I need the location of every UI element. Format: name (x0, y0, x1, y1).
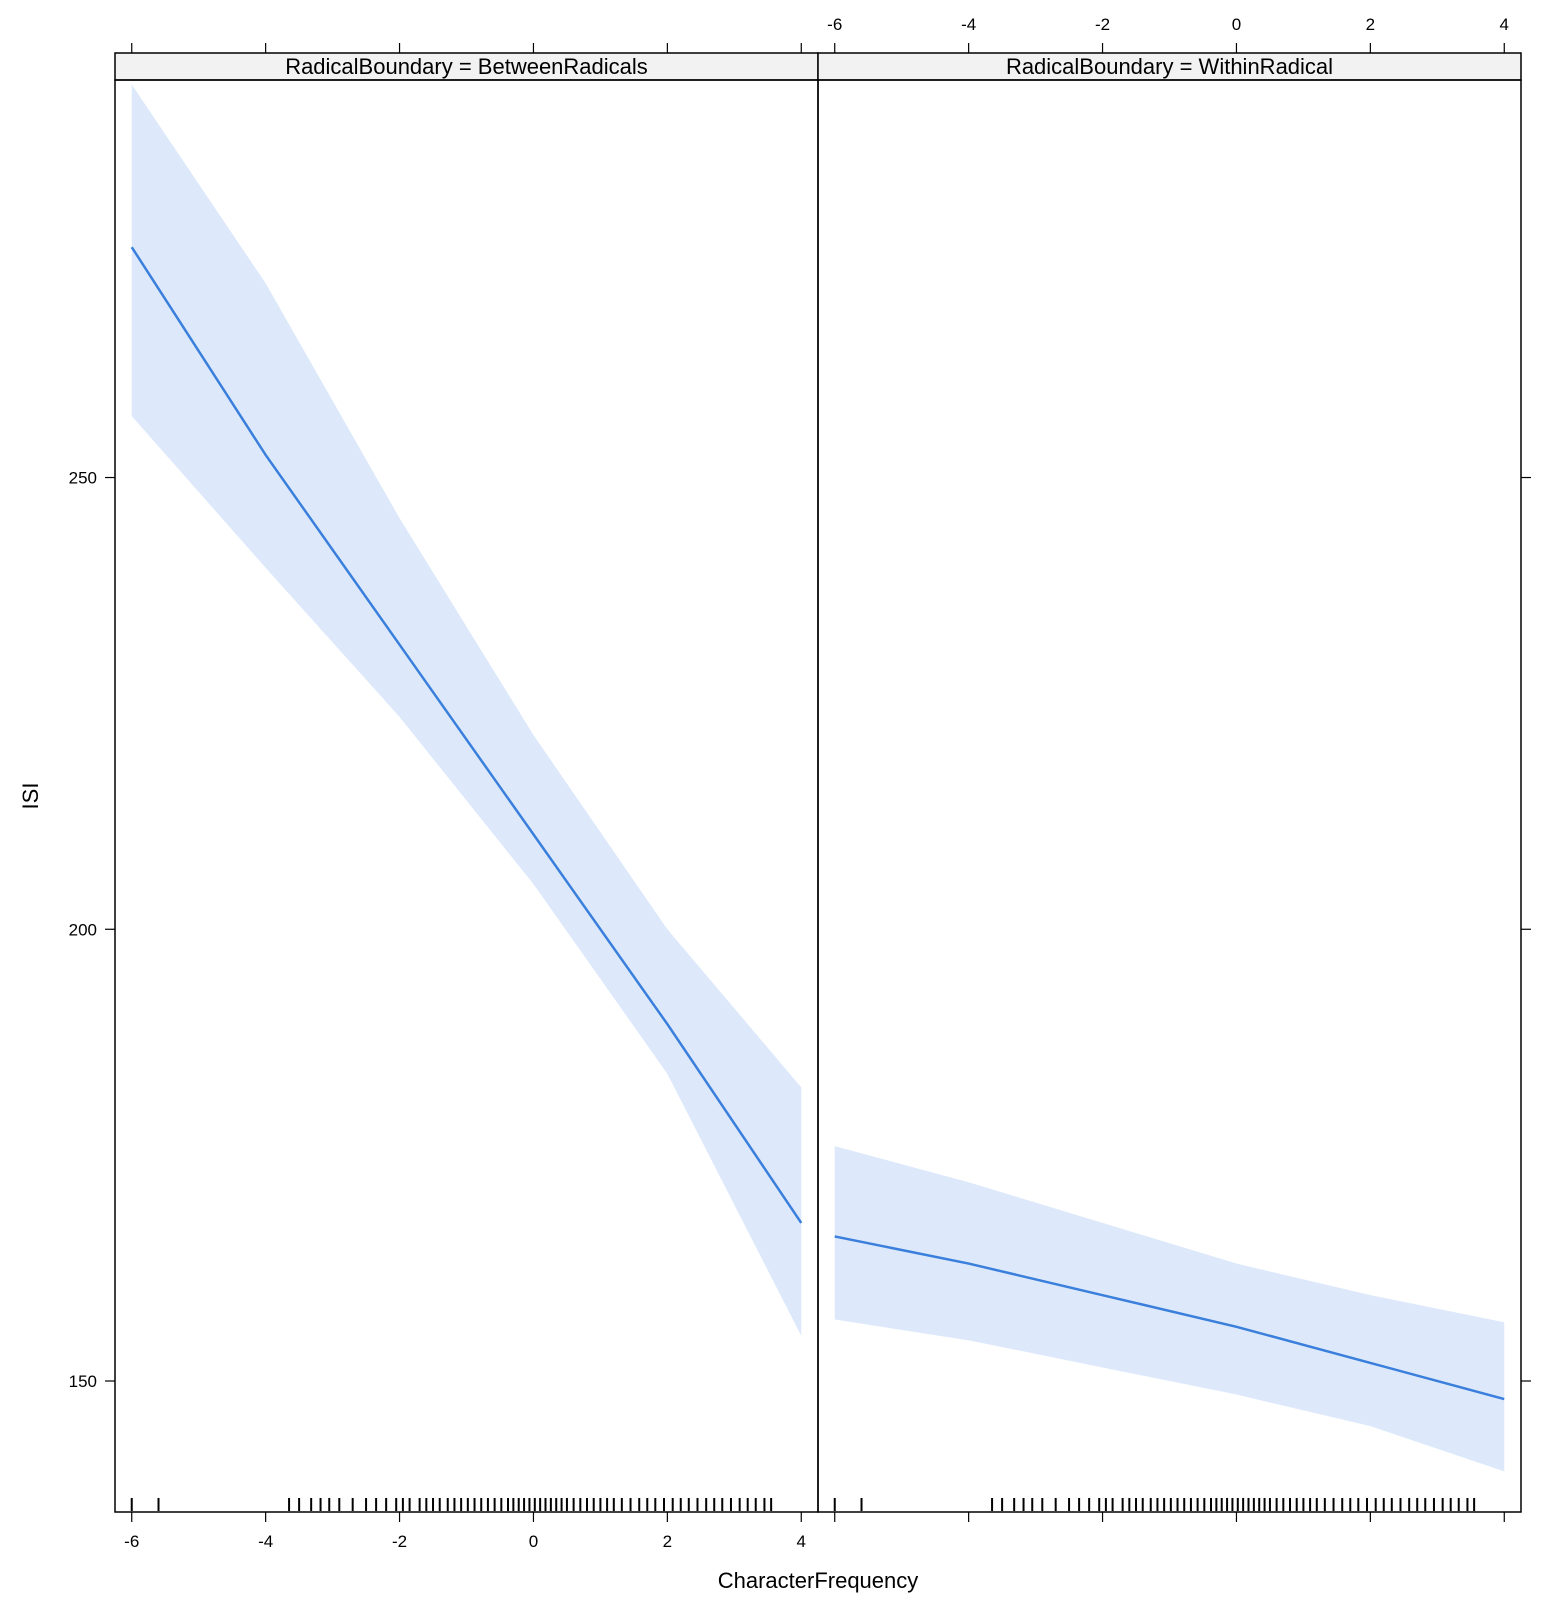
x-tick-label: -4 (258, 1532, 273, 1551)
confidence-band (834, 1146, 1505, 1472)
x-tick-label: -2 (392, 1532, 407, 1551)
fit-line (130, 246, 803, 1224)
y-tick-label: 250 (69, 469, 97, 488)
x-tick-label-top: -6 (827, 15, 842, 34)
x-tick-label-top: -2 (1095, 15, 1110, 34)
y-tick-label: 200 (69, 920, 97, 939)
rug (833, 1498, 1476, 1511)
x-tick-label-top: 2 (1366, 15, 1375, 34)
panel-strip-label: RadicalBoundary = BetweenRadicals (285, 54, 648, 79)
x-tick-label-top: 0 (1232, 15, 1241, 34)
confidence-band (131, 84, 802, 1336)
panel-border (817, 79, 1522, 1513)
axes: -6 -4 -2 0 2 4 -6 -4 -2 0 2 4 150 200 250 (69, 15, 1531, 1551)
rug (130, 1498, 773, 1511)
y-axis-title: ISI (18, 783, 43, 810)
x-tick-label: 0 (529, 1532, 538, 1551)
y-tick-label: 150 (69, 1372, 97, 1391)
x-tick-label: 4 (797, 1532, 806, 1551)
fit-line (834, 1235, 1505, 1401)
panels: RadicalBoundary = BetweenRadicals Radical… (114, 52, 1522, 1513)
panel-2: RadicalBoundary = WithinRadical (817, 52, 1522, 1513)
x-tick-label: 2 (663, 1532, 672, 1551)
panel-strip (114, 52, 819, 81)
panel-strip (817, 52, 1522, 81)
panel-strip-label: RadicalBoundary = WithinRadical (1006, 54, 1333, 79)
x-tick-label-top: -4 (961, 15, 976, 34)
x-axis-title: CharacterFrequency (718, 1568, 919, 1593)
x-tick-label: -6 (124, 1532, 139, 1551)
x-tick-label-top: 4 (1500, 15, 1509, 34)
